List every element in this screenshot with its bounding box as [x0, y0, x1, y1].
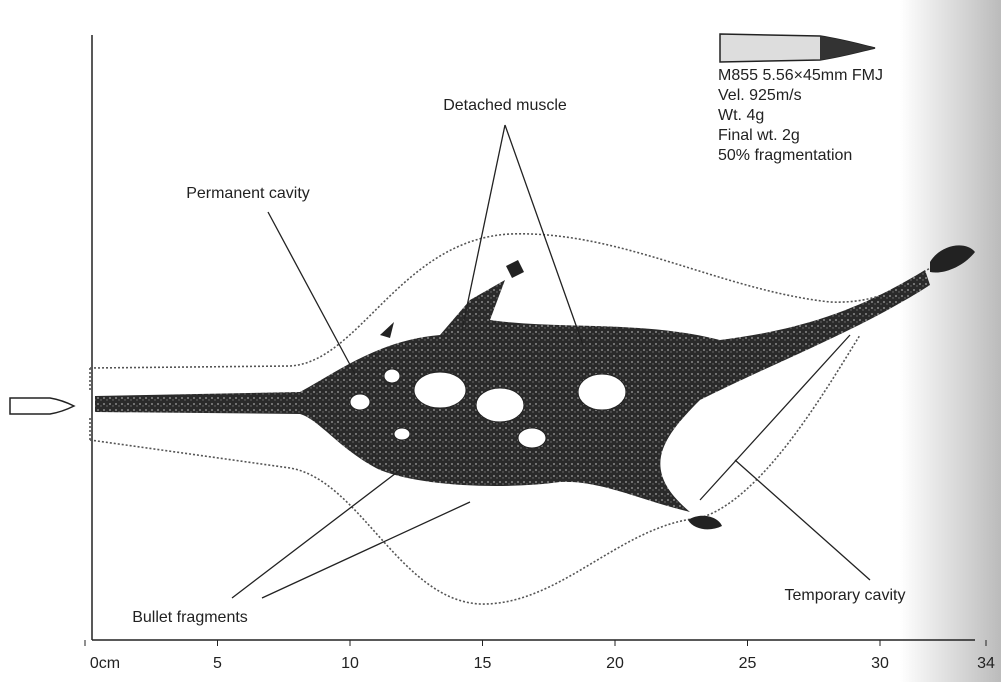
hole [394, 428, 410, 440]
bullet-remnant [688, 516, 722, 530]
leader-line [268, 212, 355, 374]
label: Temporary cavity [785, 587, 906, 604]
x-tick-label: 34 [977, 655, 995, 672]
x-tick-label: 30 [871, 655, 889, 672]
spec-line: M855 5.56×45mm FMJ [718, 67, 883, 84]
hole [476, 388, 524, 422]
diagram: Detached muscle Permanent cavity Bullet … [0, 0, 1001, 682]
hole [384, 369, 400, 383]
label: Permanent cavity [186, 185, 310, 202]
x-tick-label: 20 [606, 655, 624, 672]
x-tick-label: 15 [474, 655, 492, 672]
fragment [380, 322, 394, 338]
label: Detached muscle [443, 97, 567, 114]
spec-line: Wt. 4g [718, 107, 764, 124]
hole [350, 394, 370, 410]
x-ticks: 0cm 5 10 15 20 25 30 34 [85, 640, 995, 672]
hole [414, 372, 466, 408]
hole [578, 374, 626, 410]
spec-line: Vel. 925m/s [718, 87, 802, 104]
x-tick-label: 25 [739, 655, 757, 672]
x-tick-label: 0cm [90, 655, 120, 672]
bullet-specs: M855 5.56×45mm FMJ Vel. 925m/s Wt. 4g Final… [718, 67, 883, 164]
hole [518, 428, 546, 448]
x-tick-label: 10 [341, 655, 359, 672]
spec-line: 50% fragmentation [718, 147, 852, 164]
bullet-icon [10, 398, 74, 414]
label: Bullet fragments [132, 609, 248, 626]
x-tick-label: 5 [213, 655, 222, 672]
spec-line: Final wt. 2g [718, 127, 800, 144]
bullet-tip [820, 36, 875, 60]
fragment [506, 260, 524, 278]
scan-shade [900, 0, 1001, 682]
leader-line [232, 470, 470, 598]
